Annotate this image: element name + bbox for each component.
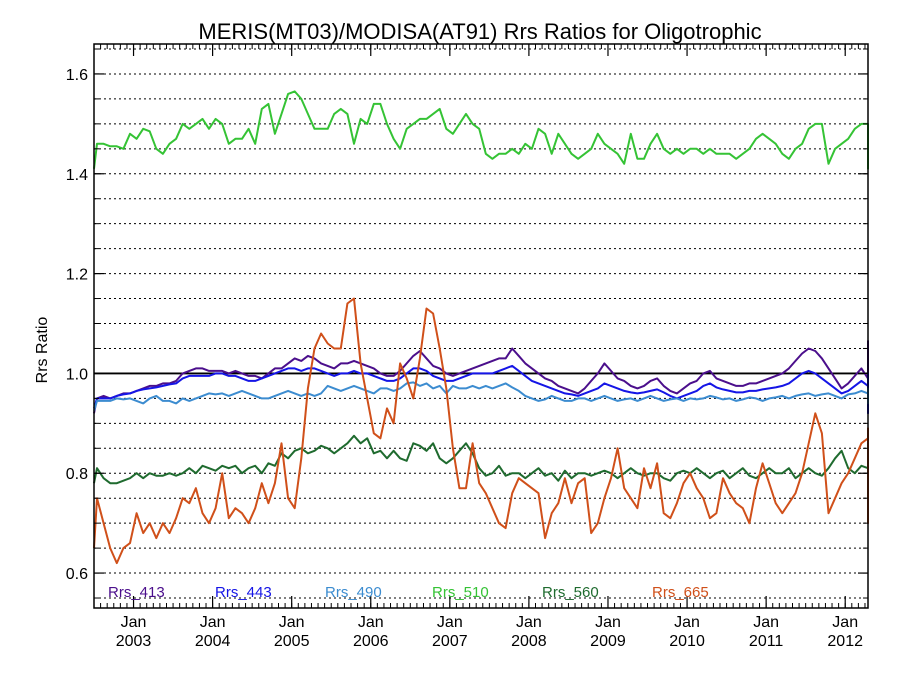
y-tick-label: 1.6 bbox=[66, 67, 88, 84]
x-tick-label-month: Jan bbox=[516, 614, 542, 631]
x-tick-label-month: Jan bbox=[279, 614, 305, 631]
x-tick-label-month: Jan bbox=[121, 614, 147, 631]
series-line-rrs_510 bbox=[93, 90, 869, 170]
x-tick-label-year: 2009 bbox=[590, 633, 626, 650]
x-axis: Jan 2003 Jan 2004 Jan 2005 Jan 2006 Jan 2007 Jan 20… bbox=[93, 44, 866, 650]
x-tick-label-year: 2005 bbox=[274, 633, 310, 650]
series-line-rrs_490 bbox=[93, 381, 869, 412]
x-tick-label-year: 2008 bbox=[511, 633, 547, 650]
series-line-rrs_665 bbox=[93, 297, 869, 565]
gridlines bbox=[94, 48, 868, 599]
x-tick-label-month: Jan bbox=[200, 614, 226, 631]
x-tick-label-year: 2012 bbox=[827, 633, 863, 650]
chart-title: MERIS(MT03)/MODISA(AT91) Rrs Ratios for … bbox=[198, 19, 761, 44]
y-tick-label: 0.6 bbox=[66, 566, 88, 583]
plot-frame bbox=[93, 43, 869, 609]
y-tick-label: 1.2 bbox=[66, 267, 88, 284]
y-axis-label: Rrs Ratio bbox=[34, 317, 51, 384]
series-line-rrs_560 bbox=[93, 434, 869, 485]
y-tick-label: 1.0 bbox=[66, 366, 88, 383]
x-tick-label-year: 2011 bbox=[749, 633, 784, 650]
legend-item-rrs_665: Rrs_665 bbox=[652, 584, 709, 601]
legend-item-rrs_413: Rrs_413 bbox=[108, 584, 165, 601]
x-tick-label-year: 2010 bbox=[669, 633, 705, 650]
x-tick-label-month: Jan bbox=[358, 614, 384, 631]
series-line-rrs_413 bbox=[93, 340, 869, 414]
x-tick-label-month: Jan bbox=[674, 614, 700, 631]
y-tick-label: 1.4 bbox=[66, 167, 88, 184]
x-tick-label-year: 2004 bbox=[195, 633, 231, 650]
legend-item-rrs_560: Rrs_560 bbox=[542, 584, 599, 601]
x-tick-label-year: 2003 bbox=[116, 633, 152, 650]
series-line-rrs_443 bbox=[93, 364, 869, 415]
series-lines bbox=[93, 90, 869, 565]
legend-item-rrs_443: Rrs_443 bbox=[215, 584, 272, 601]
legend: Rrs_413 Rrs_443 Rrs_490 Rrs_510 Rrs_560 Rrs_6… bbox=[108, 584, 709, 601]
x-tick-label-year: 2007 bbox=[432, 633, 468, 650]
x-tick-label-month: Jan bbox=[753, 614, 779, 631]
legend-item-rrs_510: Rrs_510 bbox=[432, 584, 489, 601]
x-tick-label-month: Jan bbox=[595, 614, 621, 631]
x-tick-label-month: Jan bbox=[832, 614, 858, 631]
x-tick-label-year: 2006 bbox=[353, 633, 389, 650]
legend-item-rrs_490: Rrs_490 bbox=[325, 584, 382, 601]
y-axis: 0.6 0.8 1.0 1.2 1.4 1.6 bbox=[66, 48, 868, 599]
y-tick-label: 0.8 bbox=[66, 466, 88, 483]
x-tick-label-month: Jan bbox=[437, 614, 463, 631]
